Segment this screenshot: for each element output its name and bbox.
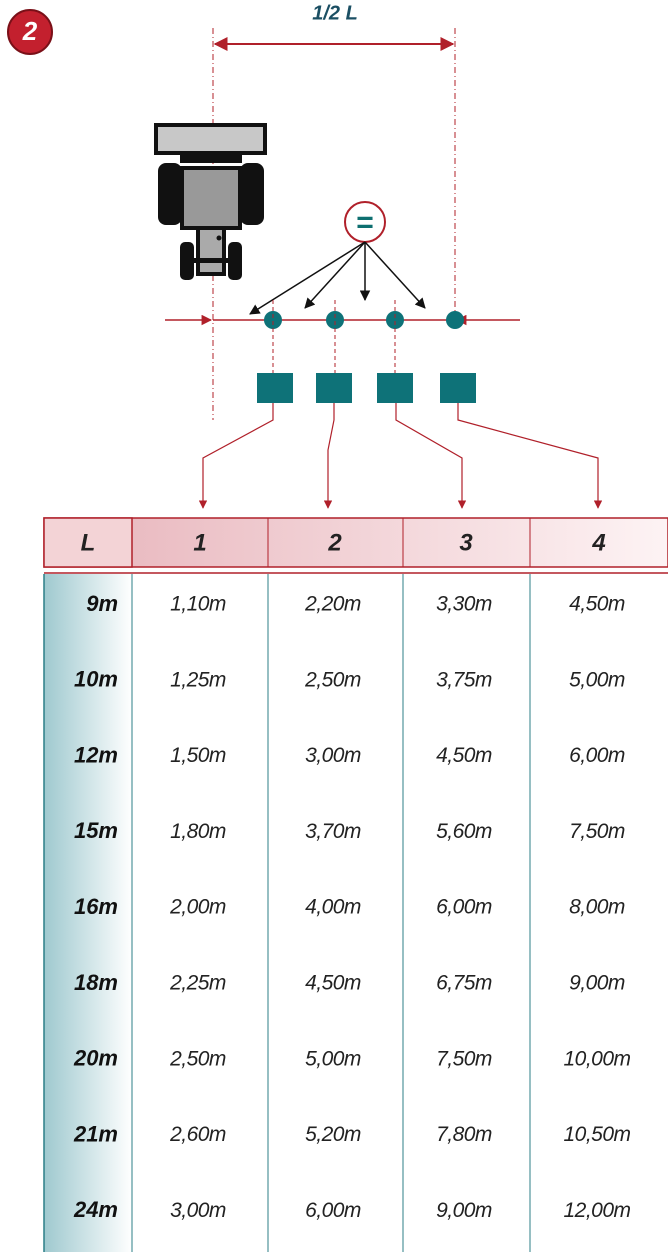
cell: 3,30m <box>436 593 492 616</box>
cell: 2,60m <box>169 1123 226 1146</box>
header-cell: L <box>81 529 96 556</box>
header-cell: 4 <box>591 529 605 556</box>
nozzles <box>264 311 464 329</box>
cell: 9,00m <box>569 972 625 995</box>
cell: 6,00m <box>305 1199 361 1222</box>
row-header: 9m <box>86 591 118 616</box>
cell: 2,00m <box>169 896 226 919</box>
cell: 5,00m <box>305 1047 361 1070</box>
header-cell: 1 <box>193 529 206 556</box>
cell: 10,00m <box>563 1047 630 1070</box>
cell: 1,50m <box>170 744 226 767</box>
distribution-arrows <box>249 241 426 315</box>
cell: 3,70m <box>305 820 361 843</box>
cell: 5,00m <box>569 668 625 691</box>
cell: 2,25m <box>169 972 226 995</box>
cell: 1,80m <box>170 820 226 843</box>
equal-sign: = <box>356 206 374 239</box>
cell: 4,00m <box>305 896 361 919</box>
cell: 6,75m <box>436 972 492 995</box>
cell: 4,50m <box>305 972 361 995</box>
cell: 2,50m <box>304 668 361 691</box>
cell: 9,00m <box>436 1199 492 1222</box>
connectors <box>198 403 603 509</box>
cell: 5,60m <box>436 820 492 843</box>
cell: 7,80m <box>436 1123 492 1146</box>
dimension-label: 1/2 L <box>312 2 358 24</box>
cell: 7,50m <box>436 1047 492 1070</box>
cell: 5,20m <box>305 1123 361 1146</box>
row-header: 18m <box>74 970 118 995</box>
sections <box>257 373 476 403</box>
row-header: 24m <box>73 1197 118 1222</box>
table-cells: L 1 2 3 4 9m 1,10m 2,20m 3,30m 4,50m 10m 1,25m 2,50m… <box>73 529 631 1222</box>
column-lines <box>131 574 531 1252</box>
cell: 4,50m <box>436 744 492 767</box>
header-lines <box>267 518 531 567</box>
badge-number: 2 <box>22 16 38 46</box>
cell: 6,00m <box>569 744 625 767</box>
badge <box>7 9 53 55</box>
cell: 8,00m <box>569 896 625 919</box>
header-cell: 3 <box>459 529 473 556</box>
row-header: 12m <box>74 742 118 767</box>
tractor <box>154 123 267 280</box>
cell: 10,50m <box>563 1123 630 1146</box>
cell: 3,00m <box>170 1199 226 1222</box>
cell: 2,50m <box>169 1047 226 1070</box>
drop-lines <box>272 300 396 373</box>
cell: 3,75m <box>436 668 492 691</box>
cell: 2,20m <box>304 593 361 616</box>
header-cell: 2 <box>327 529 342 556</box>
cell: 4,50m <box>569 593 625 616</box>
header-corner <box>43 517 133 568</box>
row-header: 15m <box>74 818 118 843</box>
row-header: 20m <box>73 1046 118 1071</box>
cell: 3,00m <box>305 744 361 767</box>
cell: 1,25m <box>170 668 226 691</box>
table-header-bg <box>43 517 668 568</box>
row-header-bg <box>44 574 132 1252</box>
cell: 12,00m <box>563 1199 630 1222</box>
row-header: 16m <box>74 894 118 919</box>
cell: 7,50m <box>569 820 625 843</box>
row-header: 10m <box>74 667 118 692</box>
cell: 1,10m <box>170 593 226 616</box>
cell: 6,00m <box>436 896 492 919</box>
row-header: 21m <box>73 1121 118 1146</box>
